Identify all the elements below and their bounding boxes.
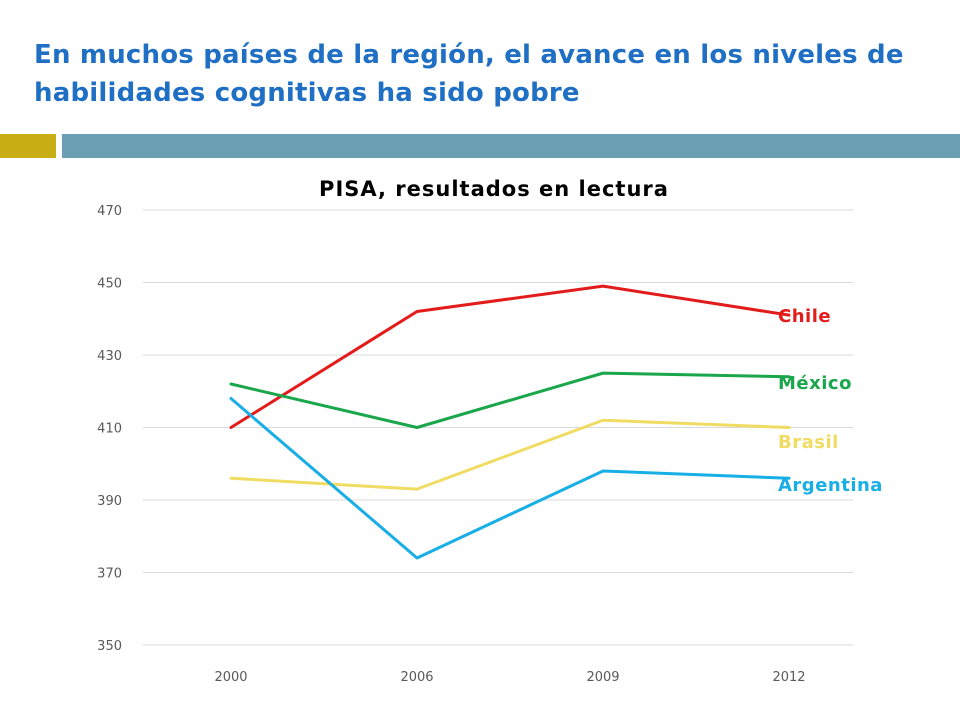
chart-title: PISA, resultados en lectura xyxy=(319,177,669,201)
series-line-mexico xyxy=(229,371,791,429)
title-rule-bar xyxy=(62,134,960,158)
y-tick-label: 470 xyxy=(97,204,122,219)
y-tick-label: 410 xyxy=(97,422,122,437)
slide-title: En muchos países de la región, el avance… xyxy=(34,40,904,108)
y-axis-ticks: 350 370 390 410 430 450 470 xyxy=(97,204,122,654)
series-label-chile: Chile xyxy=(778,306,831,327)
y-tick-label: 370 xyxy=(97,567,122,582)
y-tick-label: 430 xyxy=(97,349,122,364)
series-label-argentina: Argentina xyxy=(778,475,883,496)
gridlines xyxy=(143,209,853,646)
series-line-brasil xyxy=(229,418,791,491)
y-tick-label: 350 xyxy=(97,639,122,654)
x-tick-label: 2009 xyxy=(586,670,619,685)
series-labels: Chile México Brasil Argentina xyxy=(778,306,883,496)
x-tick-label: 2012 xyxy=(772,670,805,685)
series-line-argentina xyxy=(229,397,791,560)
y-tick-label: 390 xyxy=(97,494,122,509)
series-label-mexico: México xyxy=(778,373,852,394)
series-lines xyxy=(229,284,791,560)
title-rule-accent xyxy=(0,134,56,158)
series-label-brasil: Brasil xyxy=(778,432,839,453)
series-line-chile xyxy=(229,284,791,429)
x-tick-label: 2006 xyxy=(400,670,433,685)
x-tick-label: 2000 xyxy=(214,670,247,685)
y-tick-label: 450 xyxy=(97,277,122,292)
x-axis-ticks: 2000 2006 2009 2012 xyxy=(214,670,805,685)
